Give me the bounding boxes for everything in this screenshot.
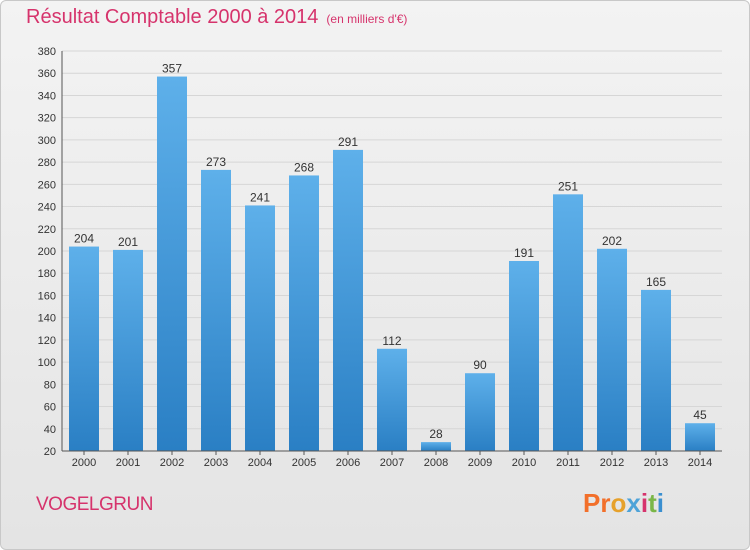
logo-letter: i (656, 488, 664, 518)
x-tick-label-2001: 2001 (116, 457, 140, 469)
x-tick-label-2013: 2013 (644, 457, 668, 469)
y-tick-label: 320 (38, 113, 56, 125)
y-tick-label: 360 (38, 68, 56, 80)
bar-2014 (685, 423, 715, 451)
logo-letter: r (600, 488, 611, 518)
y-tick-label: 300 (38, 135, 56, 147)
value-label-2012: 202 (602, 234, 622, 248)
value-label-2013: 165 (646, 275, 666, 289)
bar-2002 (157, 76, 187, 452)
value-label-2007: 112 (382, 334, 401, 348)
y-tick-label: 40 (44, 424, 56, 436)
y-tick-label: 260 (38, 179, 56, 191)
y-tick-labels: 20 40 60 80 100 120 140 160 180 200 220 240 260 280 30… (38, 46, 56, 458)
y-tick-label: 220 (38, 224, 56, 236)
bars (69, 76, 715, 452)
value-label-2014: 45 (693, 408, 707, 422)
value-label-2003: 273 (206, 155, 226, 169)
x-tick-label-2012: 2012 (600, 457, 624, 469)
y-tick-label: 80 (44, 379, 56, 391)
y-tick-label: 340 (38, 90, 56, 102)
value-label-2005: 268 (294, 160, 314, 174)
bar-2003 (201, 169, 231, 451)
bar-2005 (289, 175, 319, 451)
y-tick-label: 380 (38, 46, 56, 58)
value-label-2006: 291 (338, 135, 358, 149)
bar-2013 (641, 289, 671, 451)
value-label-2008: 28 (429, 427, 443, 441)
value-label-2002: 357 (162, 62, 182, 76)
y-tick-label: 120 (38, 335, 56, 347)
logo-letter: x (626, 488, 641, 518)
x-tick-labels: 2000 2001 2002 2003 2004 2005 2006 2007 2008 2009… (72, 457, 712, 469)
chart-subtitle: (en milliers d'€) (326, 12, 408, 26)
bar-2008 (421, 442, 451, 451)
x-tick-label-2005: 2005 (292, 457, 316, 469)
x-tick-label-2004: 2004 (248, 457, 272, 469)
axes (61, 51, 722, 455)
value-label-2010: 191 (514, 246, 534, 260)
logo-letter: P (583, 488, 601, 518)
x-tick-label-2009: 2009 (468, 457, 492, 469)
bar-2006 (333, 149, 363, 451)
x-tick-label-2003: 2003 (204, 457, 228, 469)
bar-2000 (69, 246, 99, 451)
x-tick-label-2010: 2010 (512, 457, 536, 469)
value-labels: 204 201 357 273 241 268 291 112 28 90 191 251 202 165… (74, 62, 707, 442)
x-tick-label-2014: 2014 (688, 457, 712, 469)
proxiti-logo: Proxiti (583, 488, 664, 519)
y-tick-label: 200 (38, 246, 56, 258)
value-label-2011: 251 (558, 179, 578, 193)
value-label-2001: 201 (118, 235, 138, 249)
value-label-2004: 241 (250, 190, 270, 204)
x-tick-label-2007: 2007 (380, 457, 404, 469)
y-tick-label: 240 (38, 202, 56, 214)
y-tick-label: 160 (38, 290, 56, 302)
x-tick-label-2006: 2006 (336, 457, 360, 469)
x-tick-label-2000: 2000 (72, 457, 96, 469)
y-tick-label: 20 (44, 446, 56, 458)
x-tick-label-2011: 2011 (556, 457, 580, 469)
value-label-2000: 204 (74, 232, 94, 246)
bar-2004 (245, 205, 275, 451)
y-tick-label: 180 (38, 268, 56, 280)
value-label-2009: 90 (473, 358, 487, 372)
y-tick-label: 140 (38, 313, 56, 325)
bar-2010 (509, 261, 539, 451)
logo-letter: o (610, 488, 627, 518)
bar-2011 (553, 194, 583, 452)
y-tick-label: 100 (38, 357, 56, 369)
x-tick-label-2008: 2008 (424, 457, 448, 469)
bar-2001 (113, 249, 143, 451)
chart-title: Résultat Comptable 2000 à 2014 (en millie… (26, 6, 407, 29)
bar-2009 (465, 373, 495, 451)
logo-letter: t (648, 488, 657, 518)
y-tick-label: 60 (44, 402, 56, 414)
title-text: Résultat Comptable 2000 à 2014 (26, 6, 319, 28)
x-tick-label-2002: 2002 (160, 457, 184, 469)
bar-2007 (377, 348, 407, 451)
y-tick-label: 280 (38, 157, 56, 169)
city-name: VOGELGRUN (36, 494, 153, 515)
logo-letter: i (640, 488, 649, 518)
bar-2012 (597, 248, 627, 451)
